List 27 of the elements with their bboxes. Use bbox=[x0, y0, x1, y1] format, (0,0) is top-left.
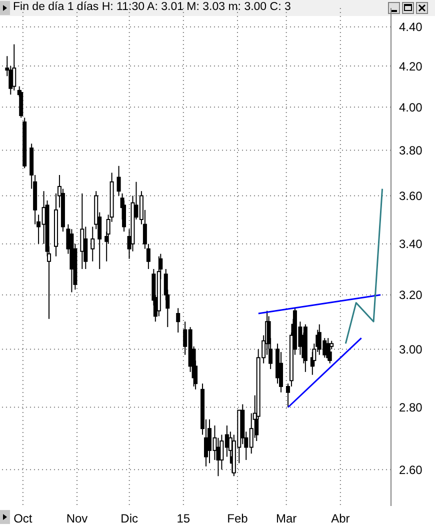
x-tick-label: Mar bbox=[276, 512, 297, 526]
x-tick-label: Abr bbox=[331, 512, 350, 526]
y-tick-label: 4.40 bbox=[399, 20, 423, 34]
y-tick-label: 3.80 bbox=[399, 144, 423, 158]
candlestick bbox=[90, 226, 95, 262]
y-tick-label: 4.00 bbox=[399, 100, 423, 114]
x-tick-label: Dic bbox=[120, 512, 138, 526]
x-tick-label: 15 bbox=[176, 512, 190, 526]
y-tick-label: 2.80 bbox=[399, 400, 423, 415]
y-tick-label: 2.60 bbox=[399, 462, 423, 477]
candlestick bbox=[12, 44, 16, 91]
y-tick-label: 3.20 bbox=[399, 288, 423, 302]
candlestick bbox=[176, 308, 180, 334]
y-tick-label: 3.60 bbox=[399, 189, 423, 204]
x-tick-label: Feb bbox=[227, 512, 248, 526]
y-tick-label: 3.00 bbox=[399, 342, 423, 356]
line-series bbox=[344, 188, 384, 344]
chart-title: Fin de día 1 días H: 11:30 A: 3.01 M: 3.03 m: 3.00 C: 3 bbox=[13, 1, 291, 13]
candlestick bbox=[80, 192, 84, 270]
candlestick bbox=[116, 165, 121, 196]
candlestick bbox=[122, 200, 126, 232]
y-tick-label: 4.20 bbox=[399, 59, 423, 74]
x-tick-label: Oct bbox=[14, 512, 33, 526]
candlestick bbox=[286, 383, 290, 408]
y-tick-label: 3.40 bbox=[399, 237, 423, 252]
candlestick bbox=[19, 90, 24, 118]
x-tick-label: Nov bbox=[66, 512, 88, 526]
